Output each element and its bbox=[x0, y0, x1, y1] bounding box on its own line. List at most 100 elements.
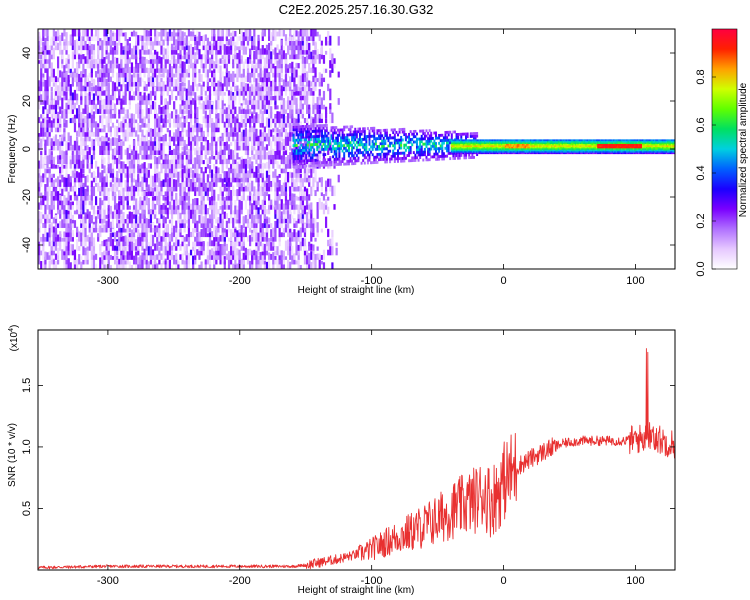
heatmap-cell bbox=[183, 260, 186, 265]
heatmap-cell bbox=[227, 74, 231, 83]
heatmap-cell bbox=[101, 71, 104, 78]
heatmap-cell bbox=[257, 59, 260, 69]
heatmap-cell bbox=[168, 130, 172, 137]
heatmap-cell bbox=[257, 34, 260, 41]
heatmap-cell bbox=[69, 100, 72, 110]
heatmap-cell bbox=[324, 145, 327, 149]
heatmap-cell bbox=[137, 249, 140, 256]
heatmap-cell bbox=[249, 50, 252, 60]
heatmap-cell bbox=[310, 218, 313, 228]
heatmap-cell bbox=[331, 245, 334, 256]
heatmap-cell bbox=[270, 51, 273, 60]
heatmap-cell bbox=[221, 203, 224, 215]
heatmap-cell bbox=[78, 181, 81, 187]
heatmap-cell bbox=[177, 147, 180, 155]
heatmap-cell bbox=[56, 234, 60, 242]
heatmap-cell bbox=[393, 141, 396, 145]
heatmap-cell bbox=[137, 102, 140, 110]
heatmap-cell bbox=[54, 155, 58, 160]
heatmap-cell bbox=[181, 70, 184, 78]
heatmap-cell bbox=[118, 67, 121, 73]
heatmap-cell bbox=[65, 164, 68, 174]
heatmap-cell bbox=[164, 108, 167, 114]
heatmap-cell bbox=[189, 149, 193, 160]
heatmap-cell bbox=[404, 133, 407, 136]
heatmap-cell bbox=[40, 212, 43, 219]
heatmap-cell bbox=[249, 108, 252, 114]
heatmap-cell bbox=[211, 207, 214, 219]
heatmap-cell bbox=[128, 233, 131, 238]
heatmap-cell bbox=[46, 161, 49, 169]
heatmap-cell bbox=[284, 134, 288, 146]
heatmap-cell bbox=[97, 210, 100, 215]
heatmap-cell bbox=[211, 77, 214, 83]
heatmap-cell bbox=[305, 96, 309, 105]
heatmap-cell bbox=[48, 224, 51, 228]
heatmap-cell bbox=[149, 212, 153, 224]
heatmap-cell bbox=[73, 46, 77, 55]
heatmap-cell bbox=[126, 251, 129, 260]
heatmap-cell bbox=[242, 111, 245, 119]
heatmap-cell bbox=[59, 125, 62, 133]
heatmap-cell bbox=[149, 140, 153, 146]
heatmap-cell bbox=[46, 39, 49, 46]
heatmap-cell bbox=[97, 97, 100, 105]
heatmap-cell bbox=[352, 146, 355, 150]
heatmap-cell bbox=[46, 90, 49, 96]
heatmap-cell bbox=[338, 144, 341, 148]
heatmap-cell bbox=[343, 162, 346, 166]
heatmap-cell bbox=[340, 160, 343, 164]
heatmap-cell bbox=[359, 143, 362, 147]
heatmap-cell bbox=[387, 149, 390, 153]
heatmap-cell bbox=[86, 136, 89, 142]
heatmap-cell bbox=[164, 114, 167, 119]
heatmap-cell bbox=[313, 148, 316, 152]
heatmap-cell bbox=[166, 107, 169, 119]
heatmap-cell bbox=[223, 231, 226, 238]
heatmap-cell bbox=[166, 81, 169, 87]
heatmap-cell bbox=[86, 174, 89, 183]
heatmap-cell bbox=[299, 227, 302, 238]
heatmap-cell bbox=[187, 252, 191, 265]
heatmap-cell bbox=[158, 76, 161, 83]
heatmap-cell bbox=[251, 194, 254, 201]
heatmap-cell bbox=[251, 60, 254, 69]
heatmap-cell bbox=[130, 171, 134, 183]
heatmap-cell bbox=[69, 109, 72, 114]
heatmap-cell bbox=[164, 229, 167, 238]
heatmap-cell bbox=[238, 88, 241, 96]
heatmap-cell bbox=[151, 149, 155, 155]
heatmap-cell bbox=[291, 42, 294, 51]
heatmap-cell bbox=[105, 220, 108, 228]
heatmap-cell bbox=[409, 130, 412, 134]
heatmap-cell bbox=[158, 226, 161, 238]
heatmap-cell bbox=[359, 151, 362, 155]
heatmap-cell bbox=[181, 221, 184, 228]
heatmap-cell bbox=[158, 248, 161, 256]
heatmap-cell bbox=[299, 191, 302, 201]
heatmap-cell bbox=[151, 175, 155, 187]
heatmap-cell bbox=[135, 35, 138, 41]
heatmap-cell bbox=[111, 256, 115, 260]
heatmap-cell bbox=[196, 53, 199, 60]
heatmap-cell bbox=[312, 55, 315, 60]
heatmap-cell bbox=[52, 233, 55, 242]
heatmap-cell bbox=[63, 164, 66, 169]
heatmap-cell bbox=[84, 118, 87, 128]
heatmap-cell bbox=[253, 29, 256, 37]
heatmap-cell bbox=[225, 213, 229, 219]
heatmap-cell bbox=[50, 86, 53, 92]
heatmap-cell bbox=[170, 231, 174, 242]
heatmap-cell bbox=[324, 142, 327, 146]
heatmap-cell bbox=[244, 46, 247, 55]
heatmap-cell bbox=[249, 163, 252, 174]
heatmap-cell bbox=[268, 50, 271, 60]
heatmap-cell bbox=[105, 93, 108, 105]
heatmap-cell bbox=[301, 218, 304, 224]
heatmap-cell bbox=[284, 148, 288, 155]
heatmap-cell bbox=[103, 124, 106, 133]
heatmap-cell bbox=[156, 75, 159, 87]
heatmap-cell bbox=[130, 113, 134, 119]
heatmap-cell bbox=[135, 51, 138, 60]
